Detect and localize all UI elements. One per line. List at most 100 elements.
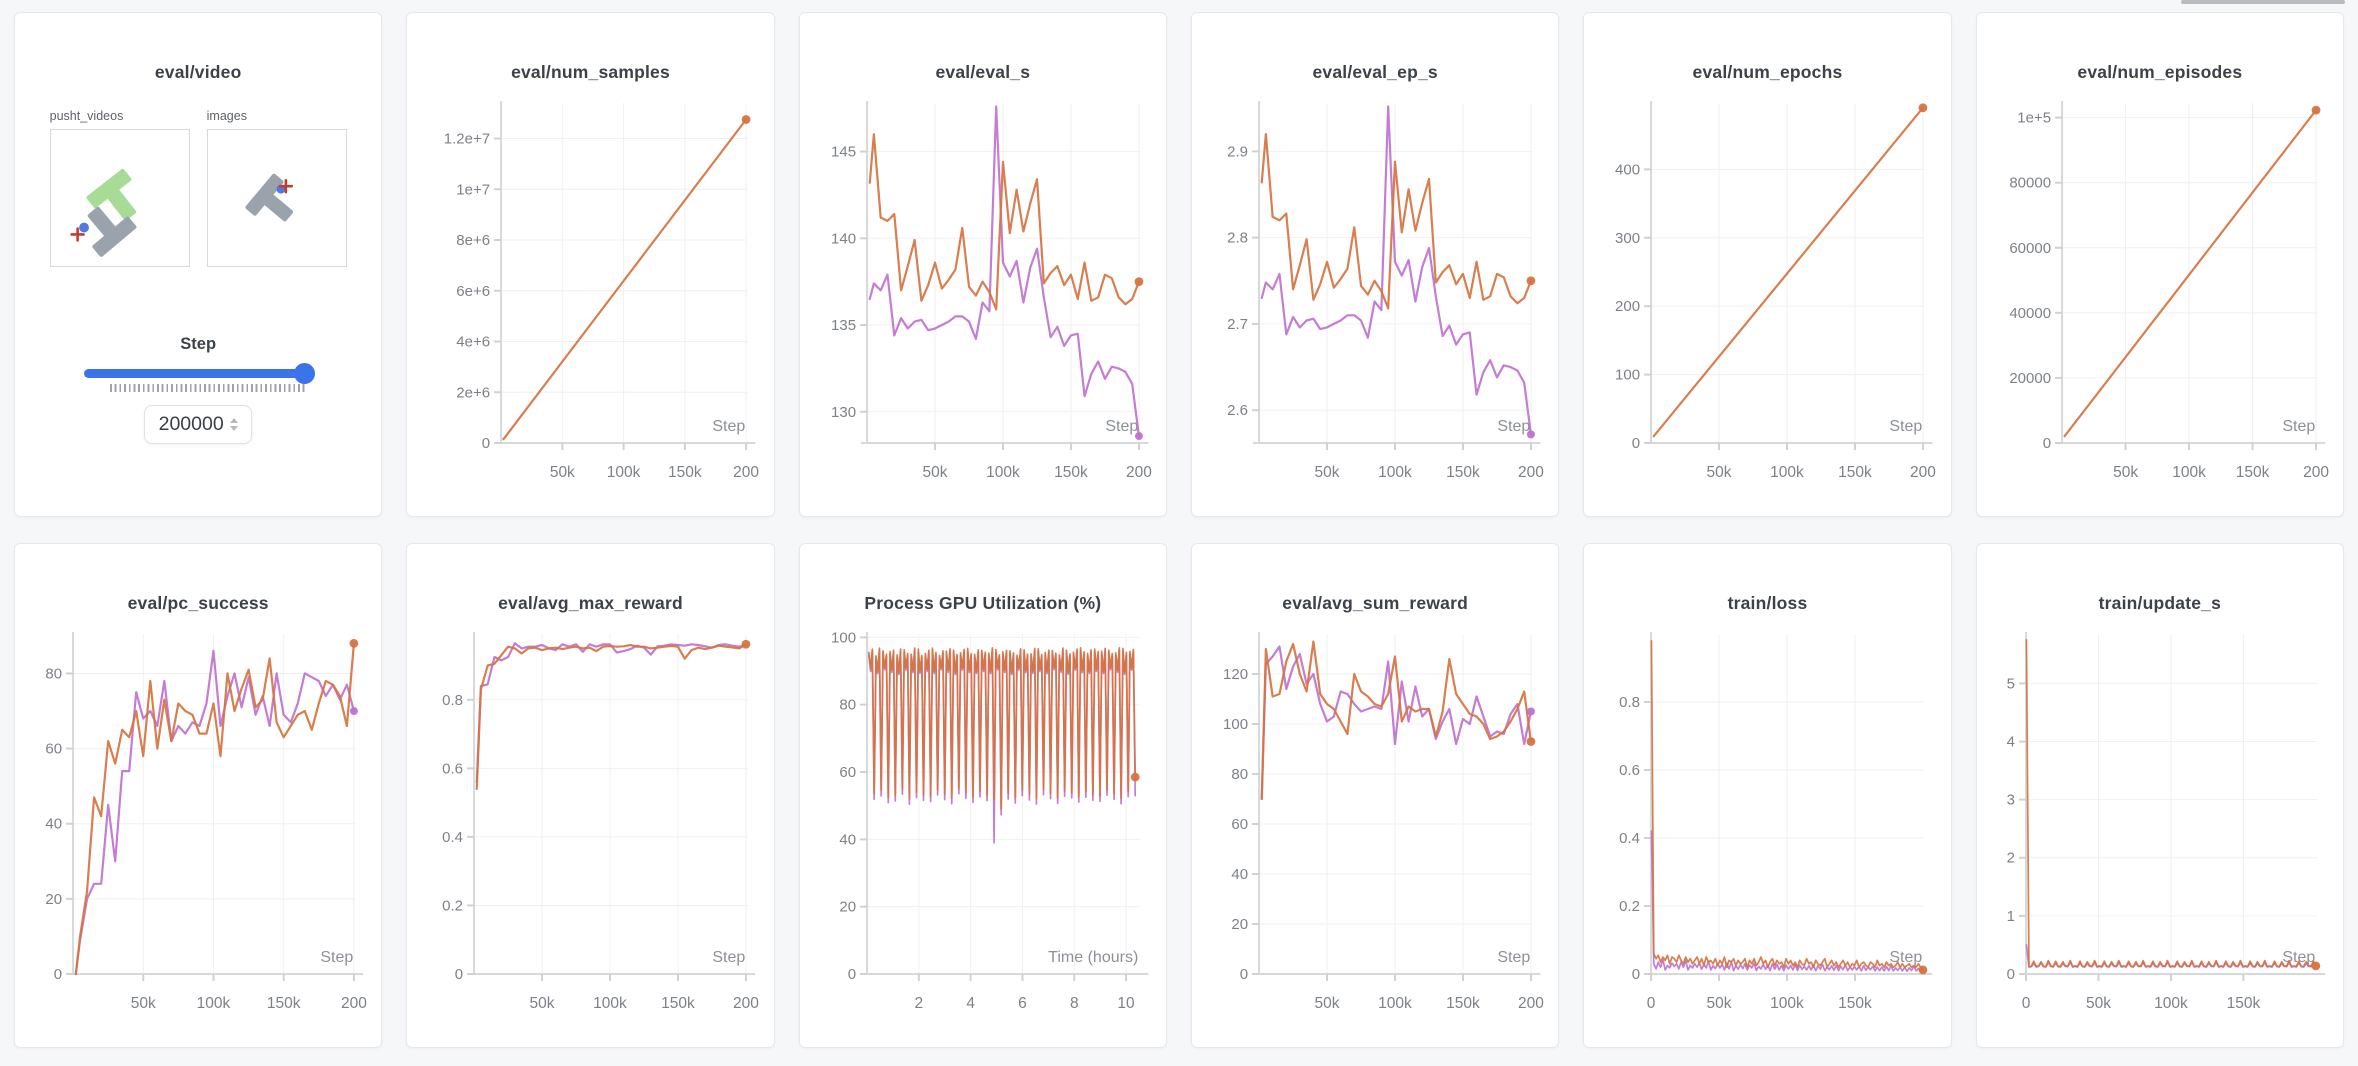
svg-text:0.4: 0.4	[443, 829, 464, 846]
svg-text:0: 0	[2021, 995, 2030, 1012]
chart-title: eval/avg_max_reward	[498, 593, 683, 613]
svg-text:50k: 50k	[1707, 995, 1732, 1012]
chart-panel[interactable]: train/update_s 0 50k 100k 150k 0 1 2 3 4 5 Step	[1975, 543, 2344, 1048]
svg-text:50k: 50k	[1315, 995, 1340, 1012]
svg-text:80: 80	[45, 665, 62, 682]
svg-text:10: 10	[1117, 995, 1135, 1012]
svg-text:100k: 100k	[1378, 995, 1412, 1012]
media-panel-eval-video[interactable]: eval/video pusht_videos	[14, 12, 383, 517]
svg-text:100k: 100k	[594, 995, 628, 1012]
svg-text:0.6: 0.6	[1620, 762, 1641, 779]
stepper-icon[interactable]	[229, 418, 238, 431]
chart-panel[interactable]: eval/eval_s 50k 100k 150k 200 130 135 140 145 St…	[798, 12, 1167, 517]
svg-text:80: 80	[1231, 766, 1248, 783]
video-thumbnail[interactable]	[49, 129, 190, 267]
svg-text:150k: 150k	[2226, 995, 2260, 1012]
svg-text:150k: 150k	[267, 995, 301, 1012]
chart-panel[interactable]: train/loss 0 50k 100k 150k 0 0.2 0.4 0.6 0.8 Step	[1583, 543, 1952, 1048]
svg-text:100k: 100k	[1378, 464, 1412, 481]
gray-t-shape	[87, 206, 137, 257]
chart-panel[interactable]: eval/num_epochs 50k 100k 150k 200 0 100 200 300…	[1583, 12, 1952, 517]
chart-plot[interactable]: 0 50k 100k 150k 0 1 2 3 4 5 Step	[1977, 622, 2343, 1032]
step-slider-thumb[interactable]	[294, 363, 316, 384]
chart-panel[interactable]: eval/num_episodes 50k 100k 150k 200 0 20000 40…	[1975, 12, 2344, 517]
svg-text:1e+5: 1e+5	[2017, 110, 2051, 127]
svg-text:4: 4	[2006, 734, 2014, 751]
svg-text:20: 20	[1231, 916, 1248, 933]
svg-text:60: 60	[839, 764, 856, 781]
svg-text:6: 6	[1018, 995, 1027, 1012]
svg-text:120: 120	[1223, 666, 1248, 683]
svg-text:150k: 150k	[1446, 464, 1480, 481]
chart-plot[interactable]: 0 50k 100k 150k 0 0.2 0.4 0.6 0.8 Step	[1584, 622, 1950, 1032]
chart-title: eval/avg_sum_reward	[1282, 593, 1469, 613]
svg-text:100k: 100k	[1771, 995, 1805, 1012]
step-slider-ticks	[110, 384, 307, 392]
svg-text:60: 60	[45, 741, 62, 758]
svg-text:Step: Step	[713, 949, 746, 966]
svg-text:0: 0	[847, 966, 855, 983]
svg-text:2.8: 2.8	[1227, 230, 1248, 247]
svg-text:130: 130	[831, 404, 856, 421]
svg-text:150k: 150k	[661, 995, 695, 1012]
svg-text:0: 0	[482, 435, 490, 452]
chart-plot[interactable]: 50k 100k 150k 200 0 0.2 0.4 0.6 0.8 Step	[407, 622, 773, 1032]
chart-panel[interactable]: eval/pc_success 50k 100k 150k 200 0 20 40 60 80 S…	[14, 543, 383, 1048]
chart-panel[interactable]: Process GPU Utilization (%) 2 4 6 8 10 0 20 40 6…	[798, 543, 1167, 1048]
chart-title: Process GPU Utilization (%)	[864, 593, 1102, 613]
chart-plot[interactable]: 50k 100k 150k 200 130 135 140 145 Step	[800, 91, 1166, 501]
svg-text:150k: 150k	[1838, 995, 1872, 1012]
image-thumbnail[interactable]	[206, 129, 347, 267]
step-slider-label: Step	[180, 335, 217, 353]
svg-text:400: 400	[1615, 161, 1640, 178]
chart-plot[interactable]: 50k 100k 150k 200 0 20000 40000 60000 80000 1e+5 S…	[1977, 91, 2343, 501]
agent-dot	[78, 222, 89, 233]
step-slider-track[interactable]	[84, 363, 316, 384]
svg-text:0.4: 0.4	[1620, 830, 1641, 847]
chart-title: eval/num_samples	[511, 62, 670, 82]
chart-panel[interactable]: eval/avg_sum_reward 50k 100k 150k 200 0 20 40 6…	[1191, 543, 1560, 1048]
svg-text:0.8: 0.8	[1620, 694, 1641, 711]
svg-text:Step: Step	[2282, 949, 2315, 966]
svg-text:100: 100	[1615, 367, 1640, 384]
step-value-input[interactable]: 200000	[144, 405, 253, 444]
svg-text:0.2: 0.2	[443, 897, 464, 914]
svg-text:0: 0	[1632, 966, 1640, 983]
chart-plot[interactable]: 50k 100k 150k 200 0 2e+6 4e+6 6e+6 8e+6 1e+7 1.2e+…	[407, 91, 773, 501]
chart-plot[interactable]: 50k 100k 150k 200 0 20 40 60 80 100 120 Step	[1192, 622, 1558, 1032]
media-item-images: images	[206, 109, 347, 267]
green-t-shape	[86, 168, 136, 221]
svg-text:Step: Step	[1890, 418, 1923, 435]
chart-plot[interactable]: 50k 100k 150k 200 0 20 40 60 80 Step	[15, 622, 381, 1032]
chart-plot[interactable]: 50k 100k 150k 200 2.6 2.7 2.8 2.9 Step	[1192, 91, 1558, 501]
step-value: 200000	[158, 413, 224, 435]
svg-text:150k: 150k	[1838, 464, 1872, 481]
svg-text:135: 135	[831, 317, 856, 334]
chart-panel[interactable]: eval/num_samples 50k 100k 150k 200 0 2e+6 4e+6…	[406, 12, 775, 517]
svg-text:2e+6: 2e+6	[457, 384, 491, 401]
svg-text:50k: 50k	[2086, 995, 2111, 1012]
gray-t-shape	[245, 173, 293, 222]
svg-text:50k: 50k	[2113, 464, 2138, 481]
svg-text:20: 20	[839, 899, 856, 916]
svg-text:2.9: 2.9	[1227, 143, 1248, 160]
chart-panel[interactable]: eval/eval_ep_s 50k 100k 150k 200 2.6 2.7 2.8 2.…	[1191, 12, 1560, 517]
chart-title: eval/num_epochs	[1692, 62, 1843, 82]
svg-text:100k: 100k	[607, 464, 641, 481]
svg-text:60: 60	[1231, 816, 1248, 833]
svg-text:300: 300	[1615, 230, 1640, 247]
svg-text:150k: 150k	[1446, 995, 1480, 1012]
svg-text:2.6: 2.6	[1227, 402, 1248, 419]
svg-text:50k: 50k	[550, 464, 575, 481]
chart-plot[interactable]: 50k 100k 150k 200 0 100 200 300 400 Step	[1584, 91, 1950, 501]
svg-text:Step: Step	[713, 418, 746, 435]
svg-text:0: 0	[1632, 435, 1640, 452]
chart-title: eval/pc_success	[127, 593, 269, 613]
svg-text:145: 145	[831, 144, 856, 161]
chart-panel[interactable]: eval/avg_max_reward 50k 100k 150k 200 0 0.2 0.…	[406, 543, 775, 1048]
svg-text:80: 80	[839, 697, 856, 714]
svg-text:100: 100	[831, 629, 856, 646]
svg-text:40: 40	[839, 831, 856, 848]
svg-text:0: 0	[455, 966, 463, 983]
